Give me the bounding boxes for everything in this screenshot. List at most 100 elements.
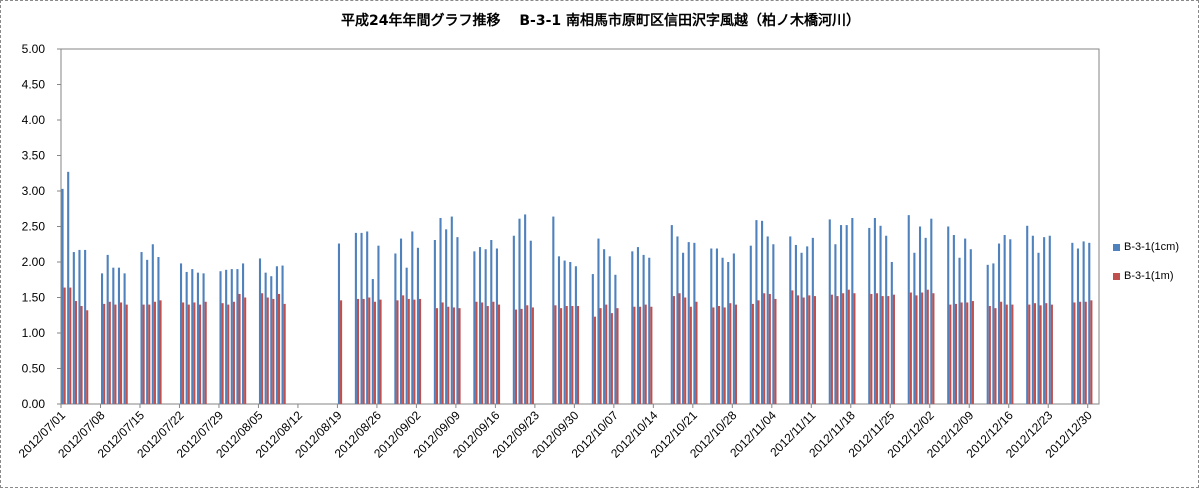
bar-1m	[419, 298, 422, 404]
bar-1m	[723, 307, 726, 404]
bar-1cm	[264, 272, 267, 404]
bar-1m	[672, 296, 675, 404]
bar-1m	[153, 301, 156, 404]
bar-1m	[1079, 301, 1082, 404]
bar-1cm	[258, 258, 262, 404]
bar-1m	[1028, 304, 1031, 404]
bar-1m	[853, 293, 856, 404]
bar-1cm	[1026, 225, 1029, 404]
bar-1cm	[591, 274, 594, 404]
bar-1cm	[275, 266, 278, 404]
bar-1cm	[433, 239, 436, 404]
bar-1cm	[636, 247, 640, 404]
bar-1m	[909, 292, 912, 404]
bar-1m	[80, 306, 83, 404]
bar-1cm	[117, 267, 121, 404]
bar-1cm	[648, 257, 651, 404]
bar-1cm	[772, 244, 775, 404]
y-tick-label: 4.50	[22, 78, 46, 92]
bar-1cm	[806, 246, 809, 404]
bar-1cm	[986, 264, 989, 404]
bar-1m	[875, 293, 879, 404]
bar-1cm	[456, 237, 459, 404]
bar-1cm	[67, 171, 70, 404]
bar-1cm	[997, 243, 1001, 404]
bar-1cm	[670, 225, 673, 404]
bar-1cm	[992, 263, 995, 404]
bar-1m	[379, 299, 382, 404]
bar-1m	[413, 299, 416, 404]
legend-swatch-1cm	[1113, 243, 1120, 251]
bar-1cm	[524, 214, 527, 404]
bar-1m	[261, 293, 264, 404]
bar-1cm	[890, 262, 893, 404]
bar-1cm	[811, 237, 814, 404]
bar-1m	[486, 306, 489, 404]
bar-1m	[791, 290, 794, 404]
bar-1cm	[952, 235, 955, 404]
legend-item-1m: B-3-1(1m)	[1113, 269, 1179, 283]
bar-1m	[125, 304, 128, 404]
bar-1cm	[614, 274, 617, 404]
bar-1m	[204, 301, 207, 404]
bar-1cm	[1037, 252, 1040, 404]
bar-1cm	[552, 216, 555, 404]
bar-1m	[452, 307, 455, 404]
bar-1cm	[1003, 235, 1006, 404]
bar-1cm	[958, 257, 961, 404]
bar-1m	[227, 304, 230, 404]
bar-1cm	[828, 219, 831, 404]
bar-1m	[954, 303, 958, 404]
bar-1cm	[845, 225, 848, 404]
bar-1m	[148, 304, 151, 404]
bar-1m	[639, 306, 642, 404]
bar-1m	[362, 298, 365, 404]
bar-1m	[221, 303, 224, 404]
bar-1m	[159, 300, 162, 404]
bar-1cm	[924, 237, 927, 404]
bar-1m	[1039, 305, 1042, 404]
bar-1cm	[794, 244, 797, 404]
bar-1cm	[377, 245, 380, 404]
bar-1m	[232, 301, 235, 404]
bar-1m	[193, 302, 196, 404]
bar-1cm	[450, 216, 453, 404]
bar-1m	[712, 307, 715, 404]
bar-1m	[763, 293, 766, 404]
bar-1cm	[642, 254, 645, 404]
bar-1m	[120, 302, 123, 404]
bar-1cm	[1043, 237, 1046, 404]
chart-title: 平成24年年間グラフ推移 B-3-1 南相馬市原町区信田沢字風越（柏ノ木橋河川）	[340, 13, 860, 29]
bar-1cm	[495, 248, 498, 404]
bar-1m	[492, 301, 495, 404]
bar-1cm	[1088, 242, 1091, 404]
bar-1cm	[72, 252, 75, 404]
bar-1m	[678, 293, 681, 404]
bar-1cm	[676, 236, 679, 404]
bar-1cm	[557, 256, 561, 404]
bar-1m	[915, 295, 918, 404]
bar-1cm	[360, 232, 363, 404]
bar-1m	[796, 295, 800, 404]
bar-1m	[1045, 303, 1048, 404]
bar-1cm	[518, 218, 521, 404]
bar-1cm	[202, 273, 205, 404]
bar-1cm	[196, 272, 199, 404]
bar-1m	[396, 300, 399, 404]
bar-1cm	[242, 263, 245, 404]
bar-1cm	[366, 231, 369, 404]
bar-1cm	[964, 238, 967, 404]
bar-1cm	[721, 257, 724, 404]
bar-1m	[757, 300, 760, 404]
bar-1cm	[1071, 242, 1074, 404]
bar-1m	[689, 306, 692, 404]
bar-1m	[277, 293, 281, 404]
bar-1m	[994, 308, 997, 404]
plot-area-border	[60, 48, 1100, 405]
bar-1m	[966, 302, 969, 404]
bar-1m	[616, 308, 619, 404]
y-tick-label: 5.00	[22, 42, 46, 56]
bar-1m	[340, 300, 343, 404]
bar-1m	[593, 316, 596, 404]
bar-1cm	[106, 254, 109, 404]
